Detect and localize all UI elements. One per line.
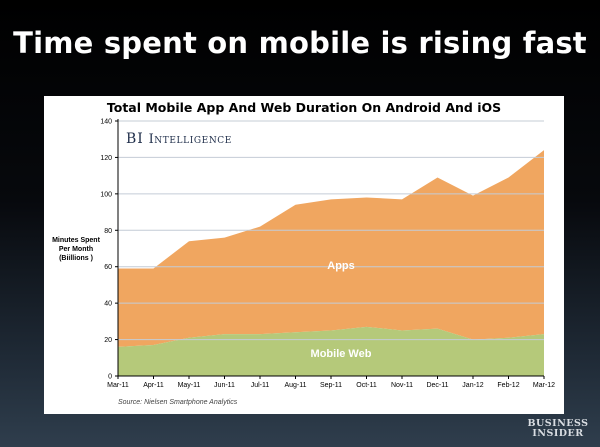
y-tick-label-20: 20: [104, 337, 112, 344]
x-tick-label-Feb-12: Feb-12: [497, 382, 519, 389]
x-tick-label-Oct-11: Oct-11: [356, 382, 377, 389]
x-tick-label-Jul-11: Jul-11: [251, 382, 270, 389]
y-tick-label-140: 140: [100, 119, 112, 126]
y-tick-label-100: 100: [100, 191, 112, 198]
y-tick-label-80: 80: [104, 228, 112, 235]
business-insider-logo: BUSINESS INSIDER: [526, 419, 590, 439]
source-note: Source: Nielsen Smartphone Analytics: [118, 399, 238, 406]
apps-area: [118, 150, 544, 347]
x-tick-label-Jun-11: Jun-11: [214, 382, 235, 389]
x-tick-label-Sep-11: Sep-11: [320, 382, 342, 389]
x-tick-label-Aug-11: Aug-11: [284, 382, 306, 389]
y-tick-label-120: 120: [100, 155, 112, 162]
x-tick-label-Apr-11: Apr-11: [143, 382, 164, 389]
series-label-mobile-web: Mobile Web: [311, 348, 372, 360]
y-axis-label: Minutes Spent Per Month (Biillions ): [52, 237, 100, 262]
brand-prefix: BI: [126, 131, 144, 147]
x-tick-label-Nov-11: Nov-11: [391, 382, 413, 389]
chart-panel: 0 20 40 60 80 100 120 140 Mar-11 Apr-11 May-11 Jun-…: [44, 96, 564, 414]
x-tick-label-Mar-11: Mar-11: [107, 382, 129, 389]
bi-intelligence-brand: BI Intelligence: [126, 131, 232, 147]
chart-title: Total Mobile App And Web Duration On And…: [106, 100, 502, 115]
y-tick-label-60: 60: [104, 264, 112, 271]
stacked-area-chart: 0 20 40 60 80 100 120 140 Mar-11 Apr-11 May-11 Jun-…: [100, 119, 555, 390]
y-tick-label-40: 40: [104, 301, 112, 308]
x-tick-label-Mar-12: Mar-12: [533, 382, 555, 389]
brand-name: Intelligence: [148, 132, 232, 147]
x-tick-label-May-11: May-11: [178, 382, 201, 389]
series-label-apps: Apps: [327, 260, 355, 272]
slide-title: Time spent on mobile is rising fast: [13, 26, 587, 60]
y-tick-label-0: 0: [108, 374, 112, 381]
logo-line-2: INSIDER: [532, 428, 584, 439]
x-tick-label-Dec-11: Dec-11: [426, 382, 448, 389]
x-tick-label-Jan-12: Jan-12: [462, 382, 484, 389]
logo-line-1: BUSINESS: [527, 418, 589, 429]
